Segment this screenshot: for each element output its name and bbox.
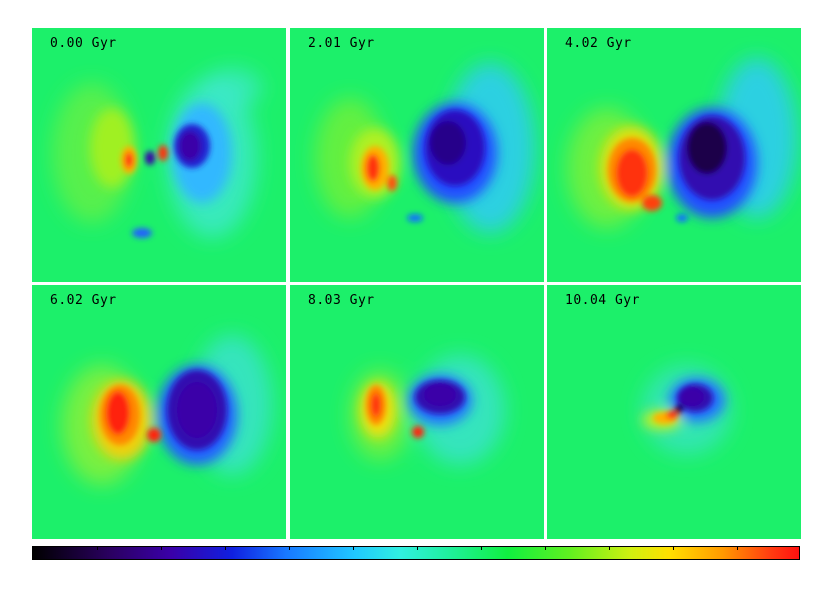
time-label: 8.03 Gyr [308, 293, 375, 308]
time-label: 0.00 Gyr [50, 36, 117, 51]
panel-0: 0.00 Gyr [32, 28, 286, 282]
time-label: 6.02 Gyr [50, 293, 117, 308]
colorbar-tick [609, 547, 610, 550]
time-label: 4.02 Gyr [565, 36, 632, 51]
field-map [32, 28, 286, 282]
panel-4: 8.03 Gyr [290, 285, 544, 539]
colorbar-tick [225, 547, 226, 550]
colorbar-tick [161, 547, 162, 550]
field-map [547, 28, 801, 282]
panel-2: 4.02 Gyr [547, 28, 801, 282]
field-map [547, 285, 801, 539]
panel-3: 6.02 Gyr [32, 285, 286, 539]
field-map [290, 28, 544, 282]
colorbar-tick [417, 547, 418, 550]
time-label: 2.01 Gyr [308, 36, 375, 51]
colorbar-tick [33, 547, 34, 550]
panel-1: 2.01 Gyr [290, 28, 544, 282]
colorbar-tick [481, 547, 482, 550]
time-label: 10.04 Gyr [565, 293, 640, 308]
field-map [290, 285, 544, 539]
field-map [32, 285, 286, 539]
colorbar-tick [289, 547, 290, 550]
colorbar-tick [545, 547, 546, 550]
colorbar [32, 546, 800, 560]
colorbar-tick [97, 547, 98, 550]
colorbar-tick [673, 547, 674, 550]
panel-5: 10.04 Gyr [547, 285, 801, 539]
colorbar-tick [737, 547, 738, 550]
colorbar-tick [353, 547, 354, 550]
